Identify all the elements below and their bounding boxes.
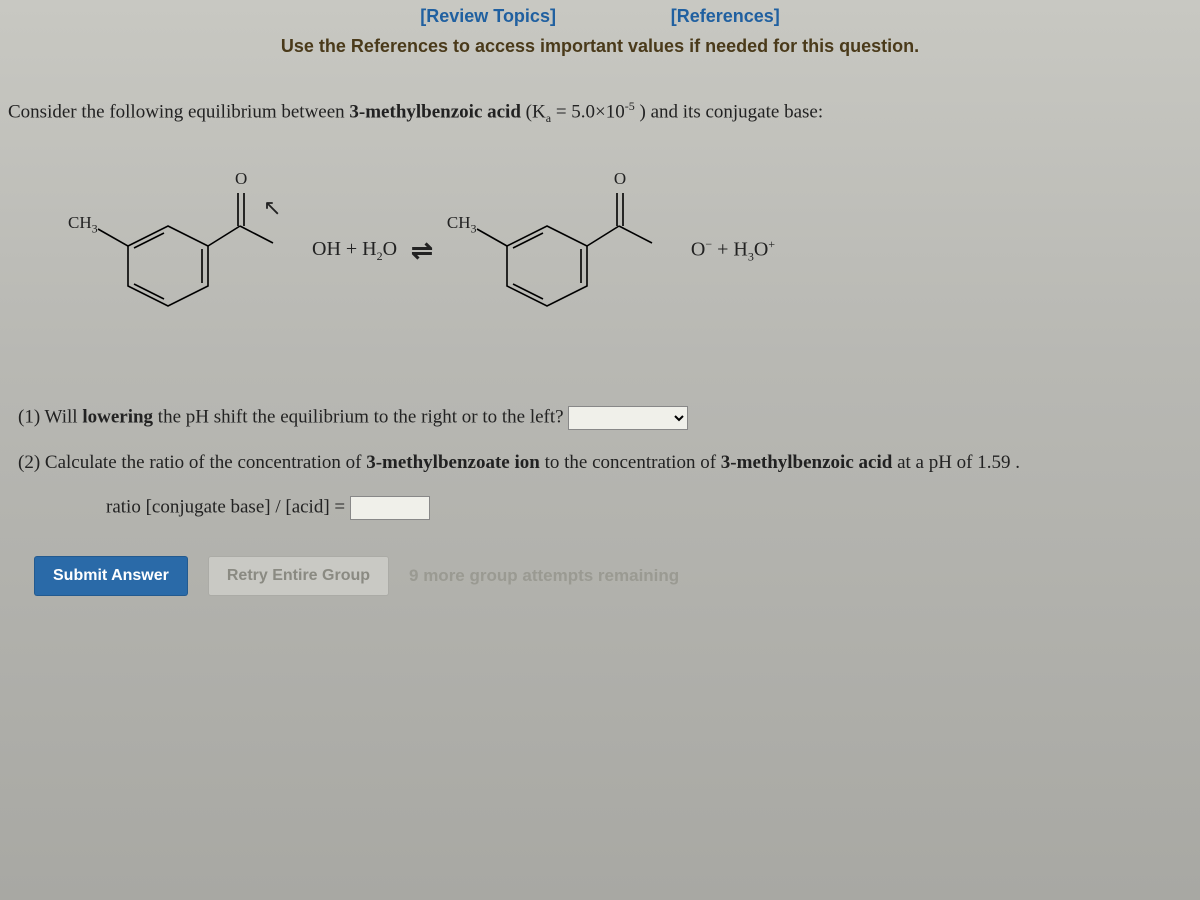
ch3-sub-r: 3 [470,222,476,236]
prompt-tail: and its conjugate base: [651,101,824,122]
ka-eq: = 5.0×10 [551,101,625,122]
q1-lead: (1) Will [18,406,82,427]
o-minus-plus-h3o: O− + H3O+ [691,237,775,265]
retry-group-button[interactable]: Retry Entire Group [208,556,389,596]
references-link[interactable]: [References] [671,6,780,26]
h3o-sup: + [768,237,775,251]
plus-h2o: OH + H2O [312,238,397,264]
ka-prefix: (K [521,101,546,122]
prompt-lead: Consider the following equilibrium betwe… [8,101,349,122]
conjugate-base-structure: CH3 O [447,171,677,331]
h3o-o: O [754,239,768,261]
q2-lead: (2) Calculate the ratio of the concentra… [18,452,366,473]
oxygen-label-r: O [614,169,626,189]
attempts-remaining: 9 more group attempts remaining [409,566,679,586]
q1-direction-select[interactable] [568,406,688,430]
ch3-sub: 3 [92,222,98,236]
q2-ion: 3-methylbenzoate ion [366,452,540,473]
plus-h3: + H [712,239,748,261]
ka-close: ) [635,101,651,122]
reaction-scheme: CH3 O OH + H2O ⇌ [8,156,1184,346]
q1-bold: lowering [82,406,153,427]
ch3-label: CH [68,213,92,232]
submit-answer-button[interactable]: Submit Answer [34,556,188,596]
oh-plus-h: OH + H [312,238,377,260]
q2-tail: at a pH of 1.59 . [892,452,1020,473]
ka-exp: -5 [625,99,635,113]
review-topics-link[interactable]: [Review Topics] [420,6,556,26]
h2o-o: O [383,238,397,260]
question-2: (2) Calculate the ratio of the concentra… [18,452,1174,474]
instruction-text: Use the References to access important v… [0,36,1200,57]
ch3-label-r: CH [447,213,471,232]
equilibrium-arrow-icon: ⇌ [411,236,433,266]
q2-acid: 3-methylbenzoic acid [721,452,893,473]
oxygen-label: O [235,169,247,189]
o-minus-o: O [691,239,705,261]
acid-name: 3-methylbenzoic acid [349,101,521,122]
ratio-label: ratio [conjugate base] / [acid] = [106,496,345,517]
question-prompt: Consider the following equilibrium betwe… [8,99,1184,126]
ratio-input[interactable] [350,496,430,520]
q1-tail: the pH shift the equilibrium to the righ… [153,406,568,427]
q2-mid: to the concentration of [540,452,721,473]
acid-structure: CH3 O [68,171,298,331]
question-1: (1) Will lowering the pH shift the equil… [18,406,1174,430]
